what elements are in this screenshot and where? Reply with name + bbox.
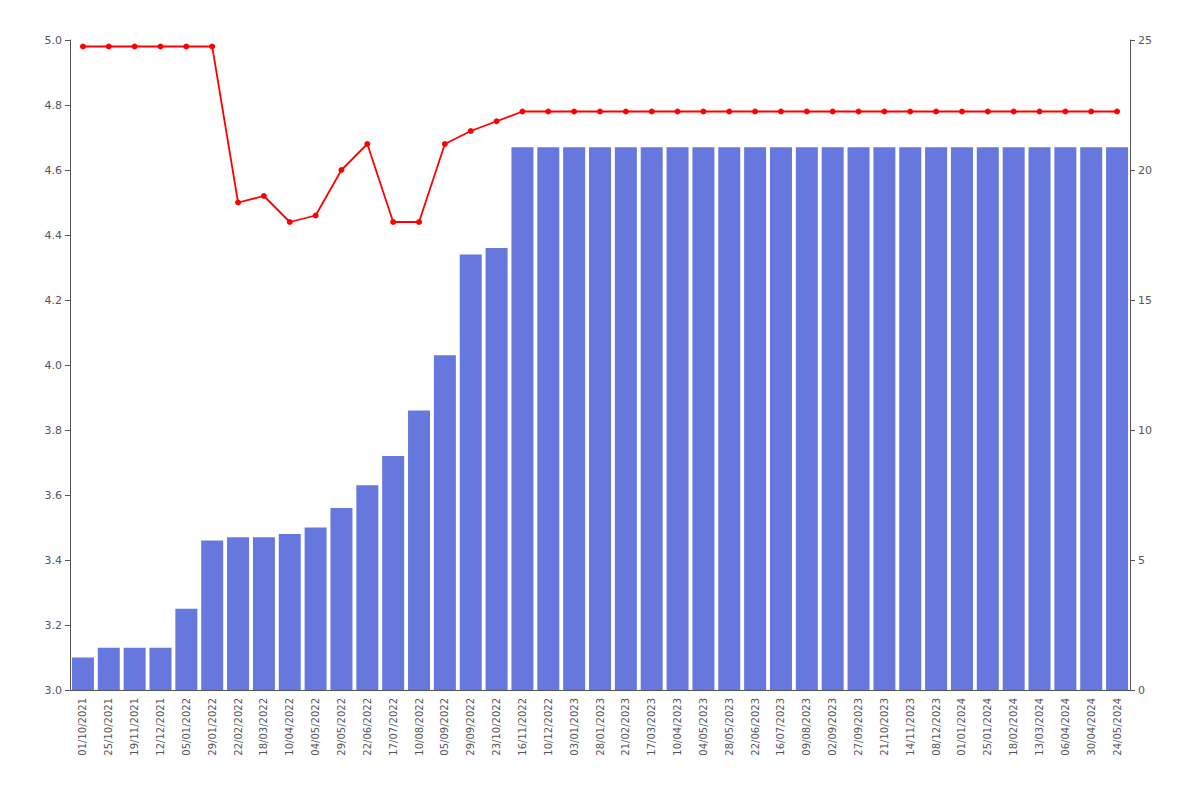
svg-text:17/07/2022: 17/07/2022 [388, 698, 399, 756]
svg-text:30/04/2024: 30/04/2024 [1086, 698, 1097, 756]
svg-text:27/09/2023: 27/09/2023 [853, 698, 864, 756]
svg-text:29/09/2022: 29/09/2022 [465, 698, 476, 756]
svg-text:03/01/2023: 03/01/2023 [569, 698, 580, 756]
svg-text:17/03/2023: 17/03/2023 [646, 698, 657, 756]
svg-text:24/05/2024: 24/05/2024 [1112, 698, 1123, 756]
svg-text:29/01/2022: 29/01/2022 [207, 698, 218, 756]
svg-text:21/02/2023: 21/02/2023 [620, 698, 631, 756]
svg-text:18/02/2024: 18/02/2024 [1008, 698, 1019, 756]
svg-text:14/11/2023: 14/11/2023 [905, 698, 916, 756]
svg-text:01/10/2021: 01/10/2021 [77, 698, 88, 756]
svg-text:19/11/2021: 19/11/2021 [129, 698, 140, 756]
svg-text:28/01/2023: 28/01/2023 [595, 698, 606, 756]
svg-text:10/04/2022: 10/04/2022 [284, 698, 295, 756]
svg-text:13/03/2024: 13/03/2024 [1034, 698, 1045, 756]
svg-text:0: 0 [1138, 684, 1145, 697]
svg-text:4.0: 4.0 [45, 359, 63, 372]
svg-text:04/05/2023: 04/05/2023 [698, 698, 709, 756]
svg-text:3.0: 3.0 [45, 684, 63, 697]
svg-text:29/05/2022: 29/05/2022 [336, 698, 347, 756]
svg-text:16/07/2023: 16/07/2023 [775, 698, 786, 756]
svg-text:10/04/2023: 10/04/2023 [672, 698, 683, 756]
svg-text:22/02/2022: 22/02/2022 [233, 698, 244, 756]
svg-text:20: 20 [1138, 164, 1152, 177]
svg-text:22/06/2023: 22/06/2023 [750, 698, 761, 756]
svg-text:22/06/2022: 22/06/2022 [362, 698, 373, 756]
svg-text:5.0: 5.0 [45, 34, 63, 47]
svg-text:3.2: 3.2 [45, 619, 63, 632]
svg-text:10: 10 [1138, 424, 1152, 437]
svg-text:01/01/2024: 01/01/2024 [956, 698, 967, 756]
svg-text:4.2: 4.2 [45, 294, 63, 307]
svg-text:4.6: 4.6 [45, 164, 63, 177]
svg-text:25/10/2021: 25/10/2021 [103, 698, 114, 756]
svg-text:25/01/2024: 25/01/2024 [982, 698, 993, 756]
svg-text:5: 5 [1138, 554, 1145, 567]
svg-text:08/12/2023: 08/12/2023 [931, 698, 942, 756]
svg-text:09/08/2023: 09/08/2023 [801, 698, 812, 756]
svg-text:10/08/2022: 10/08/2022 [414, 698, 425, 756]
svg-text:28/05/2023: 28/05/2023 [724, 698, 735, 756]
svg-text:04/05/2022: 04/05/2022 [310, 698, 321, 756]
svg-text:3.8: 3.8 [45, 424, 63, 437]
svg-text:4.4: 4.4 [45, 229, 63, 242]
svg-text:10/12/2022: 10/12/2022 [543, 698, 554, 756]
svg-text:21/10/2023: 21/10/2023 [879, 698, 890, 756]
svg-text:12/12/2021: 12/12/2021 [155, 698, 166, 756]
svg-text:3.6: 3.6 [45, 489, 63, 502]
svg-text:18/03/2022: 18/03/2022 [258, 698, 269, 756]
svg-text:3.4: 3.4 [45, 554, 63, 567]
svg-text:25: 25 [1138, 34, 1152, 47]
svg-text:05/01/2022: 05/01/2022 [181, 698, 192, 756]
svg-text:16/11/2022: 16/11/2022 [517, 698, 528, 756]
svg-text:05/09/2022: 05/09/2022 [439, 698, 450, 756]
svg-text:15: 15 [1138, 294, 1152, 307]
svg-text:06/04/2024: 06/04/2024 [1060, 698, 1071, 756]
svg-text:02/09/2023: 02/09/2023 [827, 698, 838, 756]
svg-text:23/10/2022: 23/10/2022 [491, 698, 502, 756]
svg-text:4.8: 4.8 [45, 99, 63, 112]
